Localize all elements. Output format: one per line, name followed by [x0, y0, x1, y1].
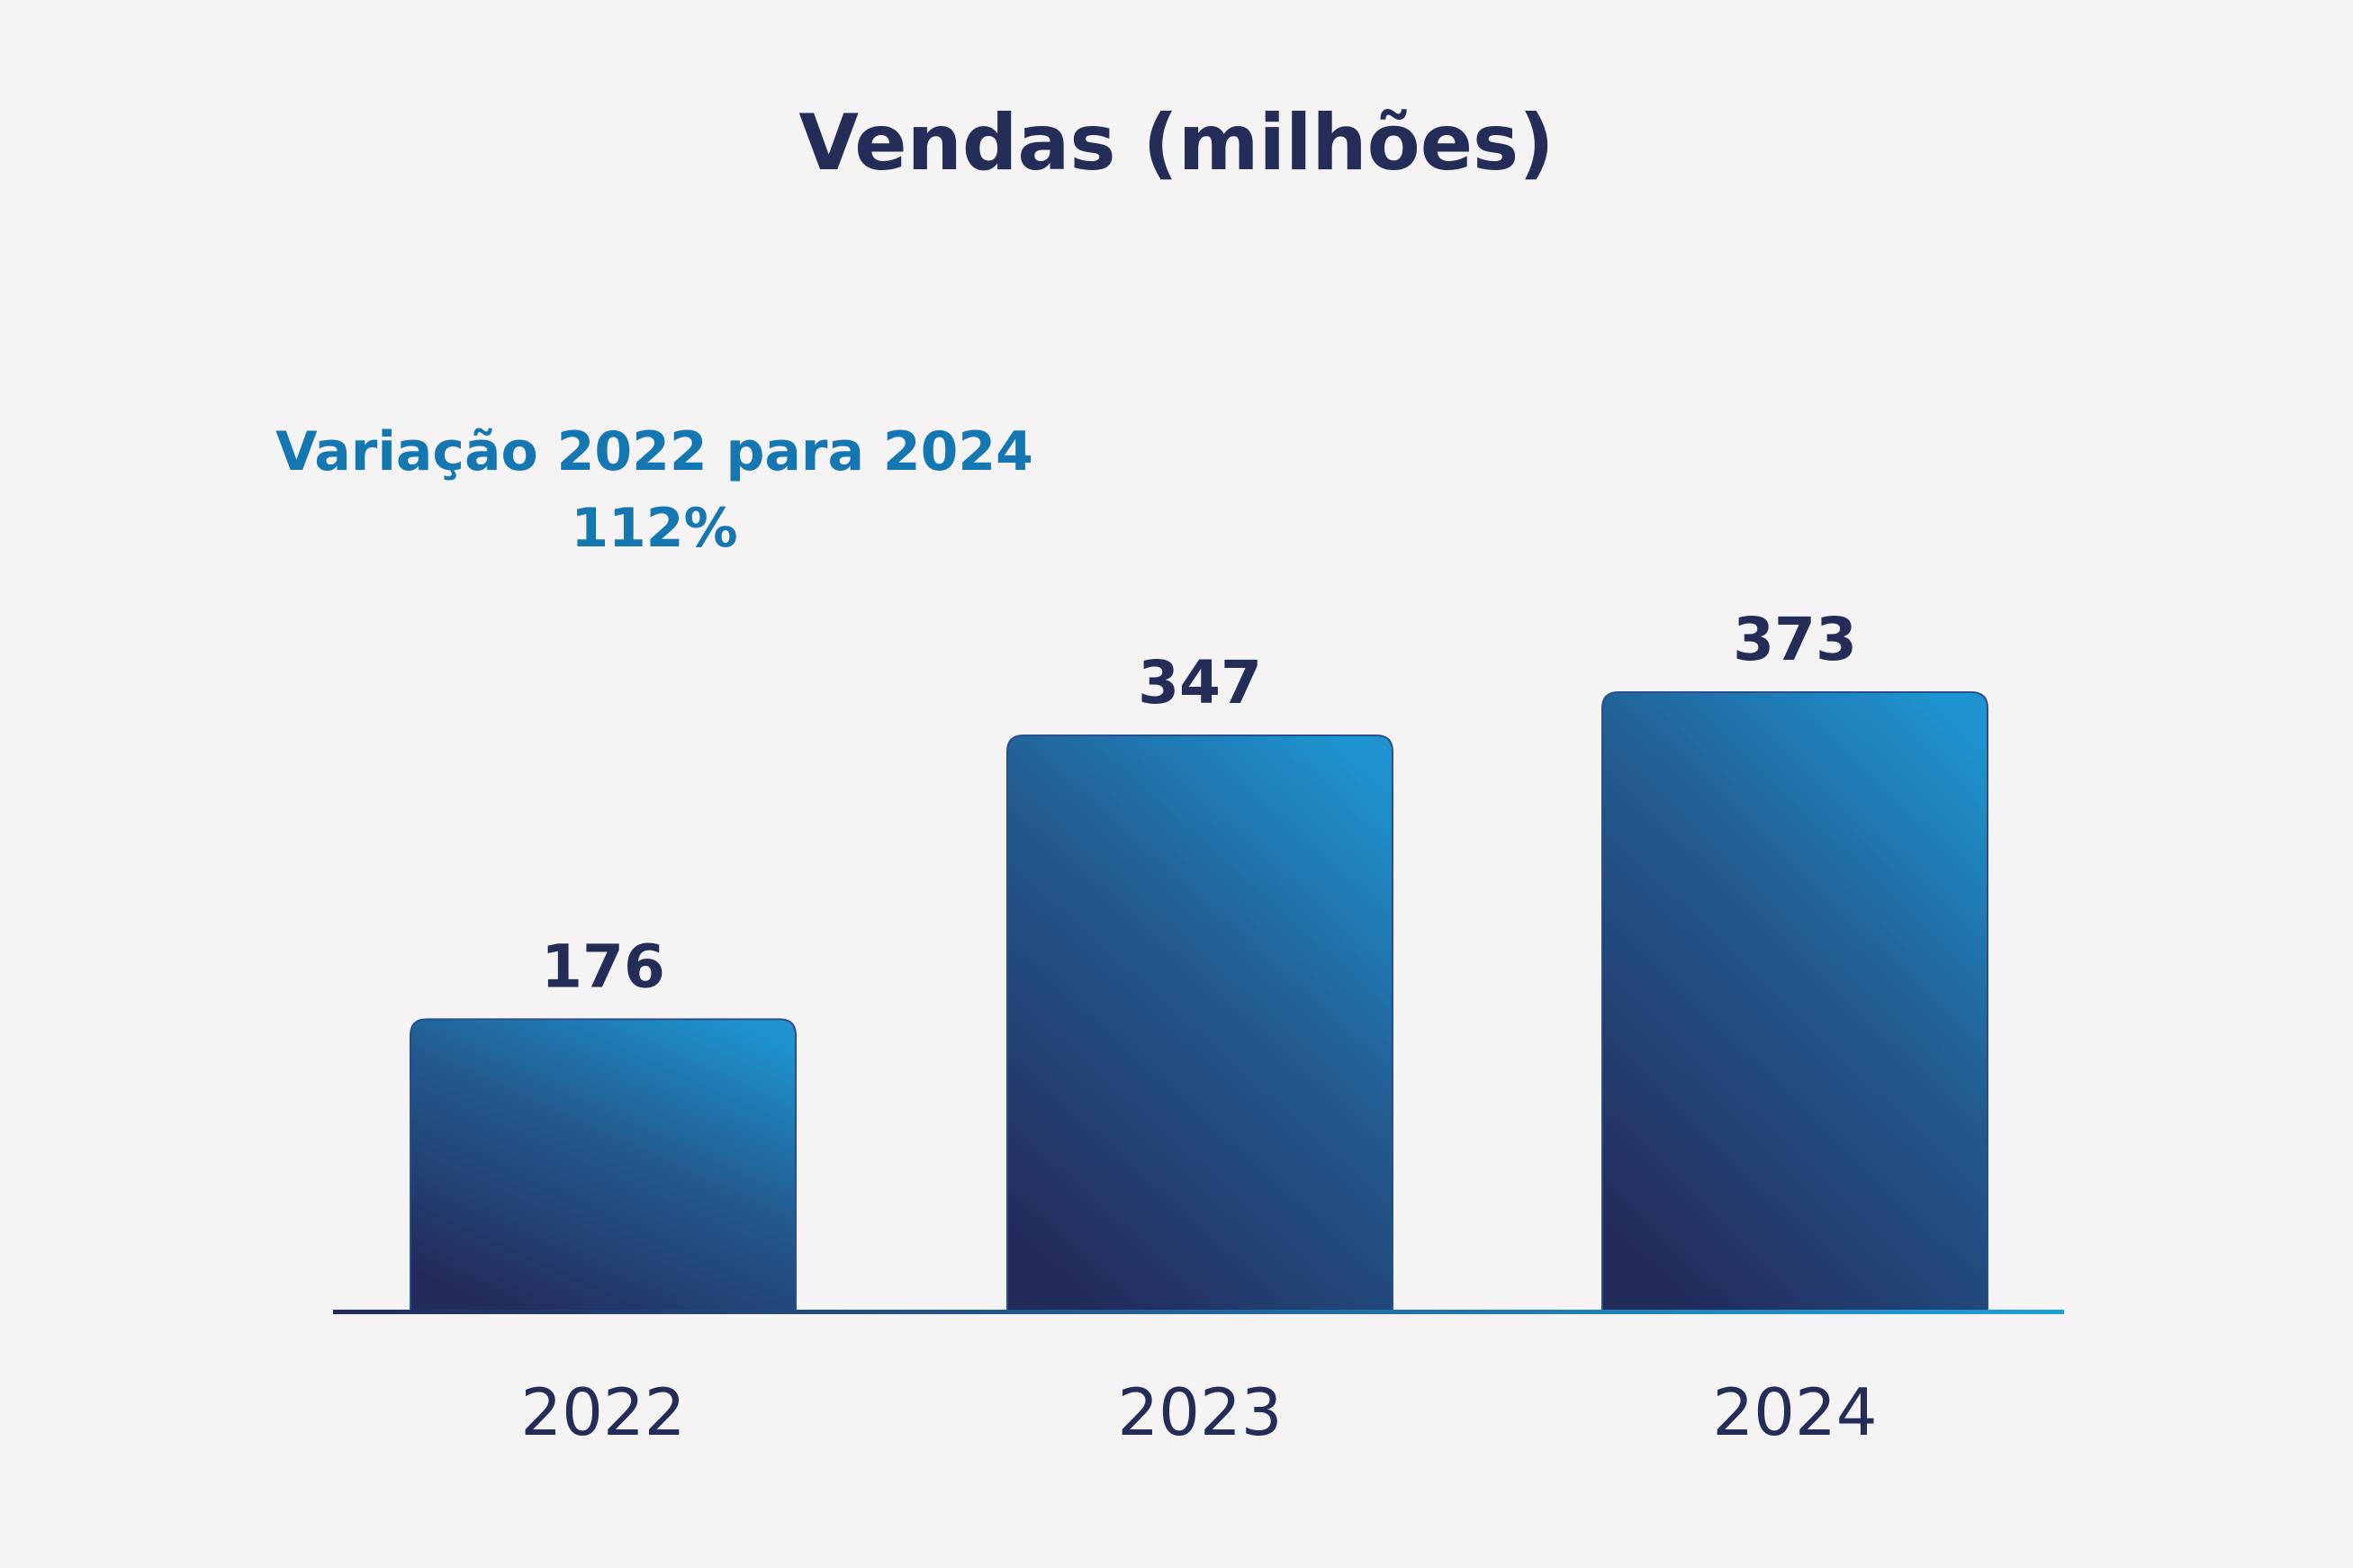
data-label-2024: 373 [1733, 605, 1857, 674]
change-annotation-line2: 112% [571, 497, 737, 560]
x-axis-line [333, 1310, 2064, 1314]
data-labels-group: 176 347 373 [541, 605, 1857, 1001]
x-tick-label-2023: 2023 [1117, 1374, 1282, 1450]
bars-group [410, 691, 1988, 1312]
data-label-2023: 347 [1138, 648, 1262, 717]
x-tick-label-2024: 2024 [1712, 1374, 1877, 1450]
bar-2022 [410, 1018, 797, 1312]
bar-2023 [1006, 734, 1393, 1312]
bar-2024 [1601, 691, 1988, 1312]
data-label-2022: 176 [541, 932, 665, 1001]
x-tick-label-2022: 2022 [520, 1374, 685, 1450]
chart-title: Vendas (milhões) [798, 98, 1554, 188]
change-annotation-line1: Variação 2022 para 2024 [275, 420, 1033, 483]
x-tick-labels-group: 2022 2023 2024 [520, 1374, 1877, 1450]
